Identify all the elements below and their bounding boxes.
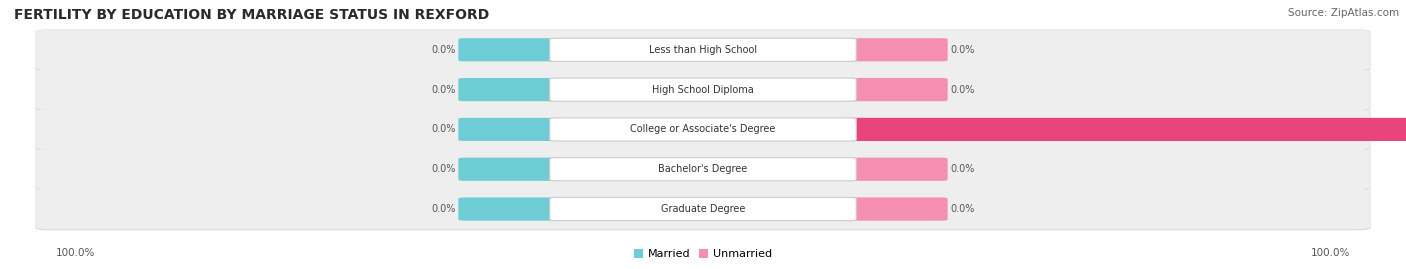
Text: 0.0%: 0.0%: [950, 164, 974, 174]
FancyBboxPatch shape: [458, 158, 561, 181]
FancyBboxPatch shape: [458, 78, 561, 101]
FancyBboxPatch shape: [845, 118, 1406, 141]
FancyBboxPatch shape: [35, 109, 1371, 151]
FancyBboxPatch shape: [458, 38, 561, 61]
Text: 0.0%: 0.0%: [950, 204, 974, 214]
FancyBboxPatch shape: [845, 78, 948, 101]
FancyBboxPatch shape: [550, 158, 856, 181]
FancyBboxPatch shape: [35, 30, 1371, 70]
Text: Graduate Degree: Graduate Degree: [661, 204, 745, 214]
Text: College or Associate's Degree: College or Associate's Degree: [630, 125, 776, 134]
FancyBboxPatch shape: [35, 109, 1371, 150]
FancyBboxPatch shape: [35, 189, 1371, 229]
FancyBboxPatch shape: [550, 38, 856, 61]
FancyBboxPatch shape: [35, 149, 1371, 189]
FancyBboxPatch shape: [35, 69, 1371, 111]
FancyBboxPatch shape: [550, 118, 856, 141]
FancyBboxPatch shape: [845, 38, 948, 61]
Text: 0.0%: 0.0%: [432, 125, 456, 134]
FancyBboxPatch shape: [35, 149, 1371, 190]
Text: 0.0%: 0.0%: [950, 45, 974, 55]
FancyBboxPatch shape: [845, 197, 948, 221]
Text: FERTILITY BY EDUCATION BY MARRIAGE STATUS IN REXFORD: FERTILITY BY EDUCATION BY MARRIAGE STATU…: [14, 8, 489, 22]
Text: Bachelor's Degree: Bachelor's Degree: [658, 164, 748, 174]
Text: 0.0%: 0.0%: [432, 164, 456, 174]
Text: 0.0%: 0.0%: [432, 85, 456, 95]
Text: 100.0%: 100.0%: [56, 248, 96, 258]
Text: 100.0%: 100.0%: [1310, 248, 1350, 258]
FancyBboxPatch shape: [35, 189, 1371, 230]
FancyBboxPatch shape: [550, 78, 856, 101]
Text: 0.0%: 0.0%: [432, 45, 456, 55]
Legend: Married, Unmarried: Married, Unmarried: [630, 244, 776, 263]
Text: 0.0%: 0.0%: [950, 85, 974, 95]
Text: Source: ZipAtlas.com: Source: ZipAtlas.com: [1288, 8, 1399, 18]
FancyBboxPatch shape: [35, 29, 1371, 71]
Text: Less than High School: Less than High School: [650, 45, 756, 55]
FancyBboxPatch shape: [458, 118, 561, 141]
FancyBboxPatch shape: [458, 197, 561, 221]
Text: 0.0%: 0.0%: [432, 204, 456, 214]
FancyBboxPatch shape: [35, 69, 1371, 110]
FancyBboxPatch shape: [550, 197, 856, 221]
FancyBboxPatch shape: [845, 158, 948, 181]
Text: High School Diploma: High School Diploma: [652, 85, 754, 95]
